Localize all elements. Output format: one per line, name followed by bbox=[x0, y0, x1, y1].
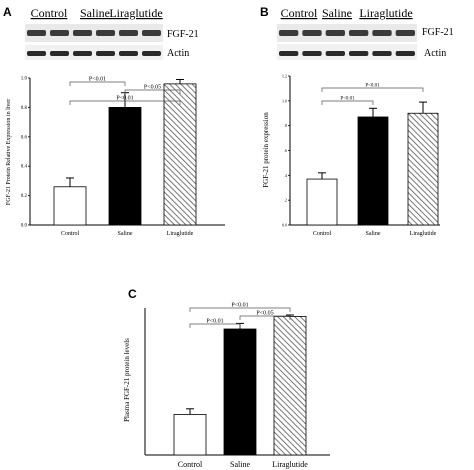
y-tick-label-b: .8 bbox=[284, 123, 287, 128]
bar-liraglutide-a bbox=[163, 83, 197, 226]
blot-band-actin-a bbox=[25, 45, 163, 60]
x-category-label-c: Saline bbox=[230, 460, 250, 469]
panel-b-letter: B bbox=[260, 5, 269, 19]
significance-label-a: P<0.05 bbox=[144, 85, 161, 91]
blot-a-fgf21-lane bbox=[96, 30, 115, 36]
y-axis-label-c: Plasma FGF-21 protein levels bbox=[123, 338, 131, 422]
plot-b: 0.0 .2 .4 .6 .8 1.0 1.2 Control Saline Liraglutid… bbox=[282, 74, 440, 237]
x-category-label-b: Liraglutide bbox=[410, 231, 437, 237]
bar-saline-b bbox=[357, 116, 389, 226]
blot-a-actin-lane bbox=[119, 51, 138, 56]
bar-saline-c bbox=[223, 328, 257, 456]
panel-a: A Control Saline Liraglutide FGF-21 Acti… bbox=[3, 5, 225, 237]
significance-label-a: P<0.01 bbox=[89, 77, 106, 83]
blot-a-fgf21-lane bbox=[73, 30, 92, 36]
x-category-label-a: Liraglutide bbox=[167, 231, 194, 237]
significance-label-c: P<0.01 bbox=[206, 319, 223, 325]
western-blot-b: Control Saline Liraglutide FGF-21 Actin bbox=[277, 6, 454, 60]
blot-b-actin-lane bbox=[325, 51, 345, 56]
blot-b-fgf21-lane bbox=[279, 30, 299, 36]
blot-b-actin-lane bbox=[395, 51, 415, 56]
y-axis-label-a: FGF-21 Protein Relative Expression in li… bbox=[6, 99, 12, 205]
blot-a-actin-lane bbox=[73, 51, 92, 56]
significance-bracket-a bbox=[124, 89, 181, 94]
significance-bracket-a bbox=[69, 100, 181, 105]
x-category-label-a: Saline bbox=[118, 231, 133, 237]
blot-a-fgf21-lane bbox=[119, 30, 138, 36]
panel-c: C Plasma FGF-21 protein levels Control Sa… bbox=[123, 287, 330, 469]
blot-band-label-fgf21-b: FGF-21 bbox=[422, 27, 454, 38]
significance-label-a: P<0.01 bbox=[116, 96, 133, 102]
panel-c-letter: C bbox=[128, 287, 137, 301]
bar-liraglutide-b bbox=[407, 112, 439, 226]
blot-a-actin-lane bbox=[50, 51, 69, 56]
blot-b-fgf21-lane bbox=[302, 30, 322, 36]
y-tick-label-a: 1.0 bbox=[21, 77, 28, 82]
significance-bracket-a bbox=[69, 81, 126, 86]
blot-b-fgf21-lane bbox=[325, 30, 345, 36]
blot-band-fgf21-b bbox=[277, 24, 417, 42]
x-category-label-c: Control bbox=[178, 460, 203, 469]
blot-group-label-saline-b: Saline bbox=[322, 6, 352, 20]
y-tick-label-a: 0.4 bbox=[21, 165, 28, 170]
blot-band-label-fgf21-a: FGF-21 bbox=[167, 29, 199, 40]
blot-group-label-control-b: Control bbox=[281, 6, 318, 20]
significance-label-b: P<0.01 bbox=[340, 97, 355, 102]
blot-b-fgf21-lane bbox=[349, 30, 369, 36]
significance-label-c: P<0.01 bbox=[231, 303, 248, 309]
blot-b-fgf21-lane bbox=[372, 30, 392, 36]
x-category-label-c: Liraglutide bbox=[272, 460, 308, 469]
blot-b-actin-lane bbox=[349, 51, 369, 56]
significance-bracket-b bbox=[321, 87, 424, 92]
blot-band-label-actin-a: Actin bbox=[167, 48, 189, 59]
blot-b-actin-lane bbox=[279, 51, 299, 56]
blot-group-label-control-a: Control bbox=[31, 6, 68, 20]
x-category-label-a: Control bbox=[61, 231, 80, 237]
bar-control-c bbox=[173, 413, 207, 456]
blot-group-label-saline-a: Saline bbox=[80, 6, 110, 20]
y-tick-label-b: .2 bbox=[284, 198, 287, 203]
bar-control-b bbox=[306, 178, 338, 226]
blot-a-actin-lane bbox=[142, 51, 161, 56]
blot-a-fgf21-lane bbox=[50, 30, 69, 36]
x-category-label-b: Saline bbox=[366, 231, 381, 237]
significance-label-c: P<0.05 bbox=[256, 311, 273, 317]
y-tick-label-b: 1.2 bbox=[282, 74, 287, 79]
blot-group-label-liraglutide-b: Liraglutide bbox=[359, 6, 412, 20]
y-tick-label-b: 1.0 bbox=[282, 98, 287, 103]
blot-a-actin-lane bbox=[96, 51, 115, 56]
panel-a-letter: A bbox=[3, 5, 12, 19]
significance-label-b: P<0.01 bbox=[365, 84, 380, 89]
significance-bracket-c bbox=[189, 323, 241, 328]
bar-control-a bbox=[53, 186, 87, 226]
blot-b-fgf21-lane bbox=[395, 30, 415, 36]
y-tick-label-b: .6 bbox=[284, 148, 287, 153]
significance-bracket-b bbox=[321, 100, 374, 105]
y-tick-label-a: 0.6 bbox=[21, 135, 28, 140]
plot-a: 0.0 0.2 0.4 0.6 0.8 1.0 Control Saline Liragluti… bbox=[21, 77, 225, 237]
y-tick-label-a: 0.2 bbox=[21, 194, 28, 199]
blot-group-label-liraglutide-a: Liraglutide bbox=[109, 6, 162, 20]
significance-bracket-c bbox=[189, 307, 291, 312]
blot-b-actin-lane bbox=[302, 51, 322, 56]
plot-c: Control Saline Liraglutide P<0.01 P<0.01 P<0.… bbox=[144, 303, 330, 469]
y-tick-label-b: .4 bbox=[284, 173, 287, 178]
blot-a-fgf21-lane bbox=[142, 30, 161, 36]
blot-band-label-actin-b: Actin bbox=[424, 48, 446, 59]
x-category-label-b: Control bbox=[313, 231, 332, 237]
y-tick-label-b: 0.0 bbox=[282, 223, 287, 228]
bar-liraglutide-c bbox=[273, 315, 307, 456]
blot-a-fgf21-lane bbox=[27, 30, 46, 36]
blot-b-actin-lane bbox=[372, 51, 392, 56]
panel-b: B Control Saline Liraglutide FGF-21 Acti… bbox=[260, 5, 454, 237]
blot-band-fgf21-a bbox=[25, 24, 163, 42]
blot-a-actin-lane bbox=[27, 51, 46, 56]
bar-saline-a bbox=[108, 107, 142, 226]
y-tick-label-a: 0.0 bbox=[21, 224, 28, 229]
significance-bracket-c bbox=[239, 315, 291, 320]
y-axis-label-b: FGF-21 protein expression bbox=[262, 112, 270, 188]
y-tick-label-a: 0.8 bbox=[21, 106, 28, 111]
western-blot-a: Control Saline Liraglutide FGF-21 Actin bbox=[25, 6, 199, 60]
